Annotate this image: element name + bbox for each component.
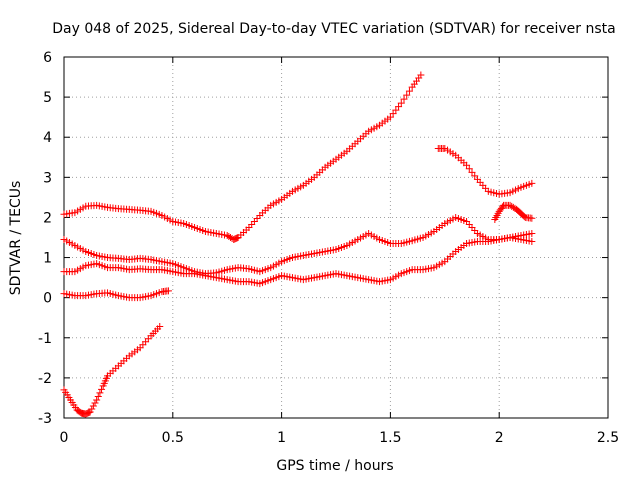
data-point <box>85 408 93 416</box>
series-7 <box>60 323 164 418</box>
x-tick-label: 0.5 <box>162 430 184 446</box>
series-6 <box>60 287 172 302</box>
x-tick-label: 1 <box>277 430 286 446</box>
data-point <box>471 172 479 180</box>
data-point <box>94 392 102 400</box>
data-point <box>417 71 425 79</box>
x-tick-label: 1.5 <box>379 430 401 446</box>
series-1 <box>60 71 425 244</box>
x-tick-label: 0 <box>60 430 69 446</box>
data-points <box>60 71 536 418</box>
data-point <box>89 402 97 410</box>
data-point <box>468 168 476 176</box>
chart-title: Day 048 of 2025, Sidereal Day-to-day VTE… <box>52 21 615 37</box>
y-tick-label: 0 <box>43 291 52 307</box>
y-tick-label: 4 <box>43 130 52 146</box>
data-point <box>156 323 164 331</box>
y-tick-label: -1 <box>38 331 52 347</box>
data-point <box>392 106 400 114</box>
y-tick-label: 5 <box>43 90 52 106</box>
y-tick-label: -3 <box>38 411 52 427</box>
data-point <box>91 399 99 407</box>
y-tick-label: 6 <box>43 50 52 66</box>
data-point <box>528 229 536 237</box>
series-5 <box>491 201 536 223</box>
series-2 <box>434 144 536 198</box>
data-point <box>96 389 104 397</box>
y-tick-label: 3 <box>43 170 52 186</box>
data-point <box>528 238 536 246</box>
data-point <box>386 113 394 121</box>
x-tick-label: 2.5 <box>597 430 619 446</box>
x-tick-label: 2 <box>495 430 504 446</box>
y-tick-label: 1 <box>43 251 52 267</box>
y-tick-label: 2 <box>43 210 52 226</box>
data-point <box>528 214 536 222</box>
y-tick-label: -2 <box>38 371 52 387</box>
x-axis-label: GPS time / hours <box>276 458 393 474</box>
data-point <box>98 385 106 393</box>
ticks: 0 0.5 1 1.5 2 2.5 -3 -2 -1 0 1 2 3 4 5 6 <box>38 50 619 446</box>
data-point <box>397 99 405 107</box>
data-point <box>389 110 397 118</box>
y-axis-label: SDTVAR / TECUs <box>8 181 24 296</box>
data-point <box>403 91 411 99</box>
series-4 <box>60 234 536 288</box>
data-point <box>93 396 101 404</box>
data-point <box>395 103 403 111</box>
data-point <box>405 87 413 95</box>
data-point <box>86 408 94 416</box>
data-point <box>528 179 536 187</box>
data-point <box>400 95 408 103</box>
data-point <box>463 161 471 169</box>
data-point <box>233 234 241 242</box>
data-point <box>465 165 473 173</box>
data-point <box>164 287 172 295</box>
data-point <box>88 405 96 413</box>
